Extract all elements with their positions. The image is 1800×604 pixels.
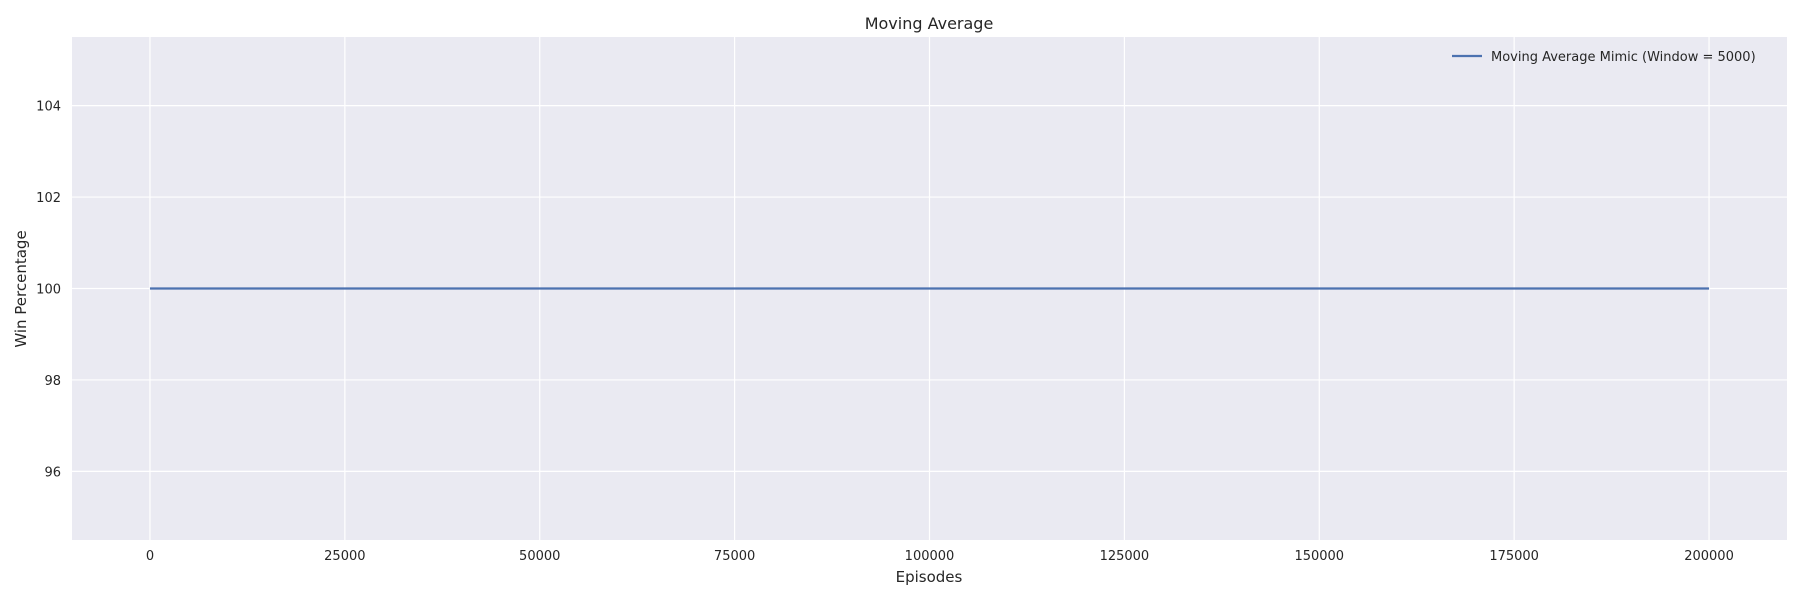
x-tick-label: 200000: [1684, 549, 1734, 564]
x-tick-label: 175000: [1489, 549, 1539, 564]
y-tick-label: 102: [36, 191, 61, 206]
x-tick-label: 50000: [519, 549, 560, 564]
y-axis-ticks: 96 98 100 102 104: [36, 100, 61, 481]
x-axis-label: Episodes: [896, 568, 963, 586]
legend-label: Moving Average Mimic (Window = 5000): [1491, 50, 1756, 65]
y-tick-label: 100: [36, 283, 61, 298]
x-tick-label: 25000: [324, 549, 365, 564]
x-tick-label: 0: [146, 549, 154, 564]
x-axis-ticks: 0 25000 50000 75000 100000 125000 150000 175000…: [146, 549, 1734, 564]
legend: Moving Average Mimic (Window = 5000): [1452, 50, 1756, 65]
x-tick-label: 150000: [1294, 549, 1344, 564]
x-tick-label: 125000: [1100, 549, 1150, 564]
y-axis-label: Win Percentage: [12, 230, 30, 347]
x-tick-label: 100000: [905, 549, 955, 564]
y-tick-label: 98: [44, 374, 61, 389]
x-tick-label: 75000: [714, 549, 755, 564]
y-tick-label: 96: [44, 465, 61, 480]
y-tick-label: 104: [36, 100, 61, 115]
chart-title: Moving Average: [865, 14, 994, 33]
